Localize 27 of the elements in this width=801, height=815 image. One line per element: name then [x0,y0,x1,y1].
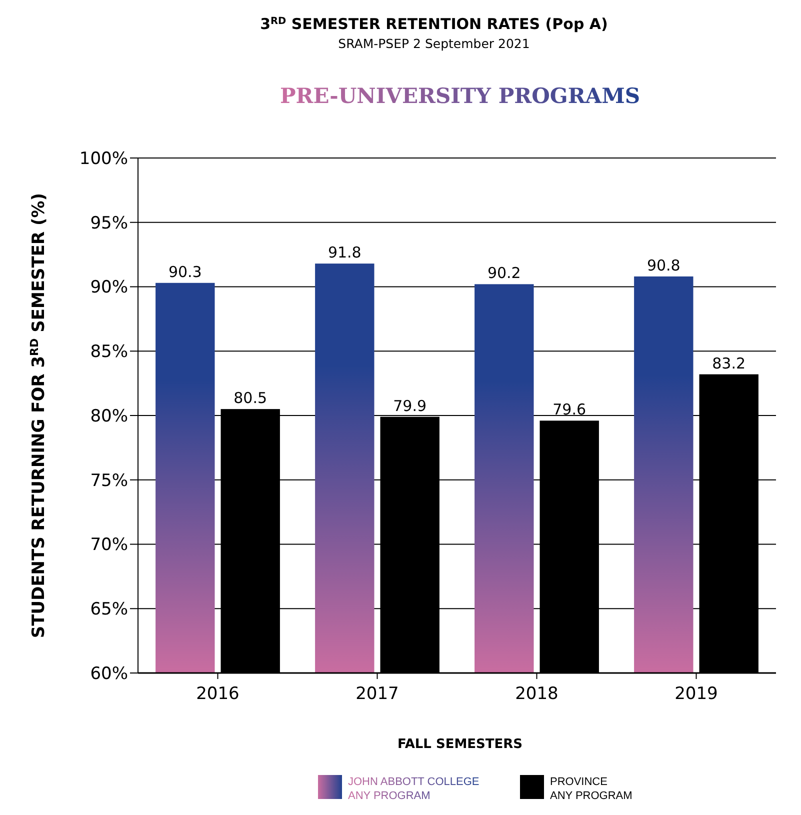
x-tick-label: 2017 [356,684,399,704]
data-label: 80.5 [234,389,268,408]
data-label: 90.2 [487,264,521,282]
chart-subtitle: SRAM-PSEP 2 September 2021 [338,36,530,51]
y-tick-label: 75% [90,470,128,491]
data-label: 83.2 [712,354,746,372]
data-label: 79.6 [552,400,586,419]
data-label: 90.3 [168,262,202,281]
x-tick-label: 2018 [515,684,558,704]
y-tick-label: 60% [90,664,128,684]
data-label: 90.8 [646,256,680,274]
data-label: 91.8 [328,244,362,262]
y-tick-label: 85% [90,342,128,362]
y-tick-label: 70% [90,535,128,556]
y-tick-label: 95% [90,213,128,234]
x-tick-label: 2016 [196,684,240,704]
y-tick-label: 90% [90,278,128,298]
y-tick-label: 80% [90,406,128,426]
y-tick-label: 100% [79,148,128,169]
legend-label: JOHN ABBOTT COLLEGE ANY PROGRAM [348,776,480,802]
x-tick-label: 2019 [674,684,718,704]
text: PRE-UNIVERSITY PROGRAMS [280,83,640,108]
legend-label: PROVINCE ANY PROGRAM [550,776,632,802]
data-label: 79.9 [393,396,427,415]
y-tick-label: 65% [90,600,128,620]
x-axis-title: FALL SEMESTERS [397,737,523,752]
chart-title: 3$^{RD}$ SEMESTER RETENTION RATES (Pop A) [260,15,608,33]
